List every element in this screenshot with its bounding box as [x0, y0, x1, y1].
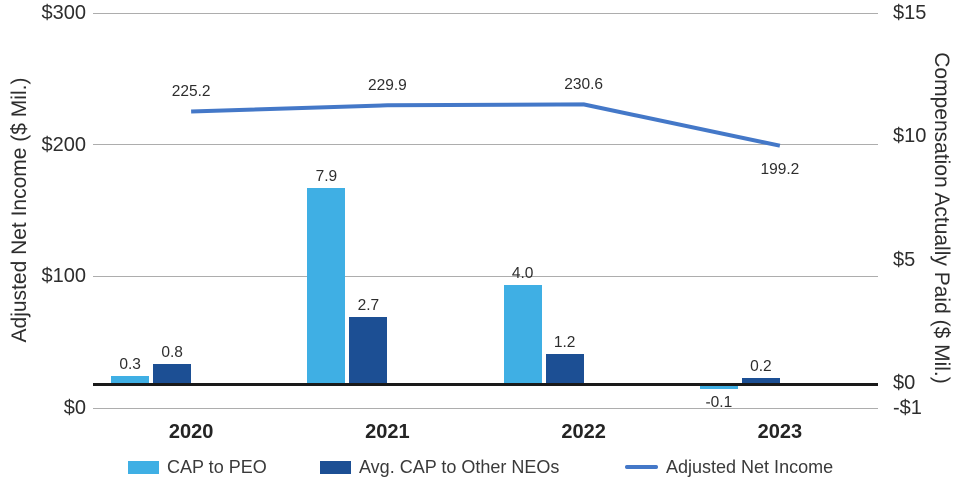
bar-label-cap-to-peo-2022: 4.0	[511, 264, 534, 282]
bar-label-avg-cap-to-other-neos-2021: 2.7	[357, 296, 380, 314]
gridline	[93, 144, 878, 146]
right-axis-title: Compensation Actually Paid ($ Mil.)	[930, 52, 953, 384]
x-axis-label-2023: 2023	[757, 421, 803, 443]
bar-label-avg-cap-to-other-neos-2022: 1.2	[553, 333, 576, 351]
zero-baseline	[93, 383, 878, 387]
x-axis-label-2021: 2021	[365, 421, 410, 443]
legend-label-adjusted-net-income: Adjusted Net Income	[666, 456, 834, 477]
bar-avg-cap-to-other-neos-2022	[545, 353, 584, 387]
gridline	[93, 407, 878, 409]
y-axis-label-right: $10	[893, 125, 927, 148]
y-axis-label-left: $100	[41, 265, 87, 288]
gridline	[93, 275, 878, 277]
y-axis-label-right: $15	[893, 2, 927, 24]
gridline	[93, 12, 878, 14]
line-label-adjusted-net-income-2022: 230.6	[564, 76, 604, 94]
y-axis-label-left: $0	[63, 397, 86, 419]
bar-label-cap-to-peo-2020: 0.3	[119, 355, 141, 373]
legend-label-cap-to-peo: CAP to PEO	[167, 456, 267, 477]
bar-avg-cap-to-other-neos-2021	[349, 316, 388, 387]
line-label-adjusted-net-income-2023: 199.2	[760, 160, 800, 178]
legend-swatch-avg-cap-to-other-neos	[320, 460, 351, 474]
legend-swatch-adjusted-net-income	[625, 465, 658, 469]
y-axis-label-right: -$1	[893, 397, 922, 419]
legend-label-avg-cap-to-other-neos: Avg. CAP to Other NEOs	[359, 456, 560, 477]
bar-label-cap-to-peo-2023: -0.1	[705, 393, 733, 411]
bar-label-avg-cap-to-other-neos-2020: 0.8	[161, 343, 183, 361]
legend-swatch-cap-to-peo	[128, 460, 159, 474]
bar-avg-cap-to-other-neos-2023	[741, 378, 780, 387]
legend-item-adjusted-net-income: Adjusted Net Income	[625, 457, 833, 477]
bar-label-avg-cap-to-other-neos-2023: 0.2	[750, 358, 772, 376]
x-axis-label-2022: 2022	[561, 421, 606, 443]
legend-item-avg-cap-to-other-neos: Avg. CAP to Other NEOs	[320, 457, 559, 477]
y-axis-label-left: $300	[41, 2, 87, 24]
y-axis-label-right: $0	[893, 372, 916, 395]
left-axis-title: Adjusted Net Income ($ Mil.)	[8, 77, 31, 343]
bar-cap-to-peo-2020	[111, 375, 150, 387]
bar-label-cap-to-peo-2021: 7.9	[315, 168, 338, 186]
bar-cap-to-peo-2022	[503, 284, 542, 387]
line-path	[191, 102, 781, 148]
bar-cap-to-peo-2021	[307, 188, 346, 387]
line-adjusted-net-income	[191, 102, 781, 148]
y-axis-label-left: $200	[41, 133, 87, 156]
line-label-adjusted-net-income-2021: 229.9	[367, 77, 407, 95]
y-axis-label-right: $5	[893, 248, 916, 271]
line-label-adjusted-net-income-2020: 225.2	[171, 83, 211, 101]
legend-item-cap-to-peo: CAP to PEO	[128, 457, 267, 477]
x-axis-label-2020: 2020	[168, 421, 214, 443]
bar-avg-cap-to-other-neos-2020	[153, 363, 192, 387]
